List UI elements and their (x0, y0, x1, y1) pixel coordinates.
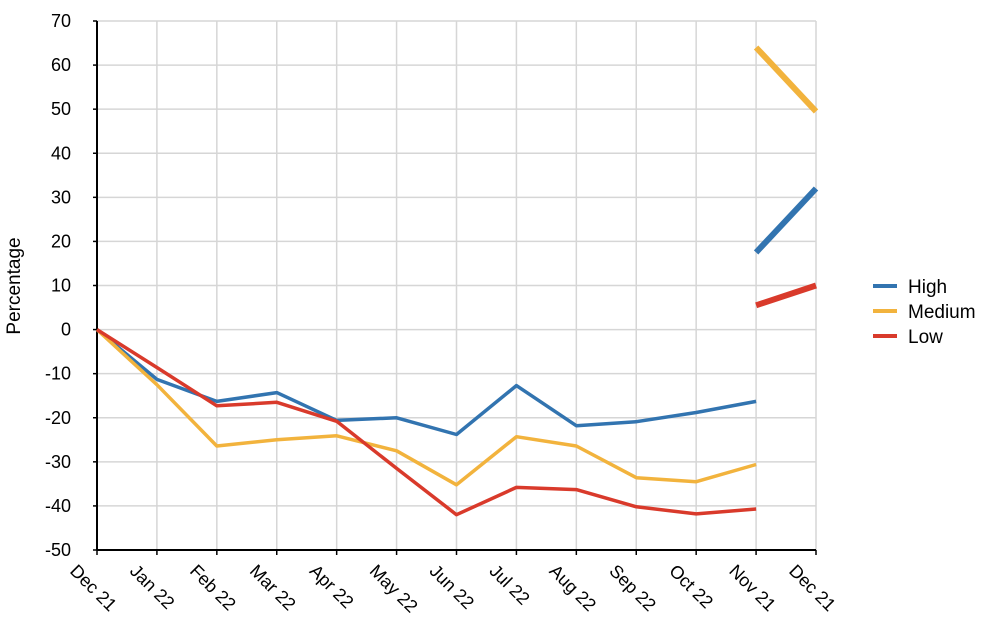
x-tick-label: Aug 22 (546, 561, 600, 615)
x-tick-label: Oct 22 (665, 561, 717, 613)
legend-label-high: High (908, 277, 947, 298)
y-tick-label: 0 (61, 320, 71, 340)
y-tick-label: -20 (45, 408, 71, 428)
x-tick-label: May 22 (366, 561, 422, 617)
series-highlight-low (755, 282, 817, 309)
y-tick-label: -50 (45, 540, 71, 560)
y-tick-label: 10 (51, 276, 71, 296)
x-tick-label: Apr 22 (306, 561, 358, 613)
y-tick-label: 70 (51, 11, 71, 31)
x-tick-label: Dec 21 (785, 561, 839, 615)
x-tick-label: Jan 22 (126, 561, 178, 613)
x-tick-label: Sep 22 (605, 561, 659, 615)
y-tick-label: 30 (51, 187, 71, 207)
series-line-medium (95, 328, 757, 487)
series-lines (95, 45, 819, 517)
series-highlight-medium (753, 45, 819, 114)
legend: High Medium Low (873, 277, 976, 348)
legend-label-medium: Medium (908, 302, 976, 323)
x-tick-label: Jun 22 (426, 561, 478, 613)
y-tick-label: -30 (45, 452, 71, 472)
axes (93, 20, 817, 555)
grid-lines (97, 20, 817, 551)
series-line-high (95, 328, 757, 437)
x-tick-label: Jul 22 (486, 561, 534, 609)
x-tick-labels: Dec 21 Jan 22 Feb 22 Mar 22 Apr 22 May 22 Jun … (66, 561, 839, 617)
legend-label-low: Low (908, 327, 943, 348)
y-tick-label: 50 (51, 99, 71, 119)
y-tick-label: -10 (45, 364, 71, 384)
y-tick-labels: 70 60 50 40 30 20 10 0 -10 -20 -30 -40 -50 (45, 11, 71, 560)
y-tick-label: 40 (51, 143, 71, 163)
series-line-low (96, 328, 757, 517)
y-tick-label: 60 (51, 55, 71, 75)
y-axis-title: Percentage (4, 237, 25, 334)
x-tick-label: Feb 22 (186, 561, 240, 615)
x-tick-label: Nov 21 (725, 561, 779, 615)
x-tick-label: Dec 21 (66, 561, 120, 615)
y-tick-label: -40 (45, 496, 71, 516)
series-highlight-high (753, 186, 819, 255)
y-tick-label: 20 (51, 231, 71, 251)
x-tick-label: Mar 22 (246, 561, 300, 615)
